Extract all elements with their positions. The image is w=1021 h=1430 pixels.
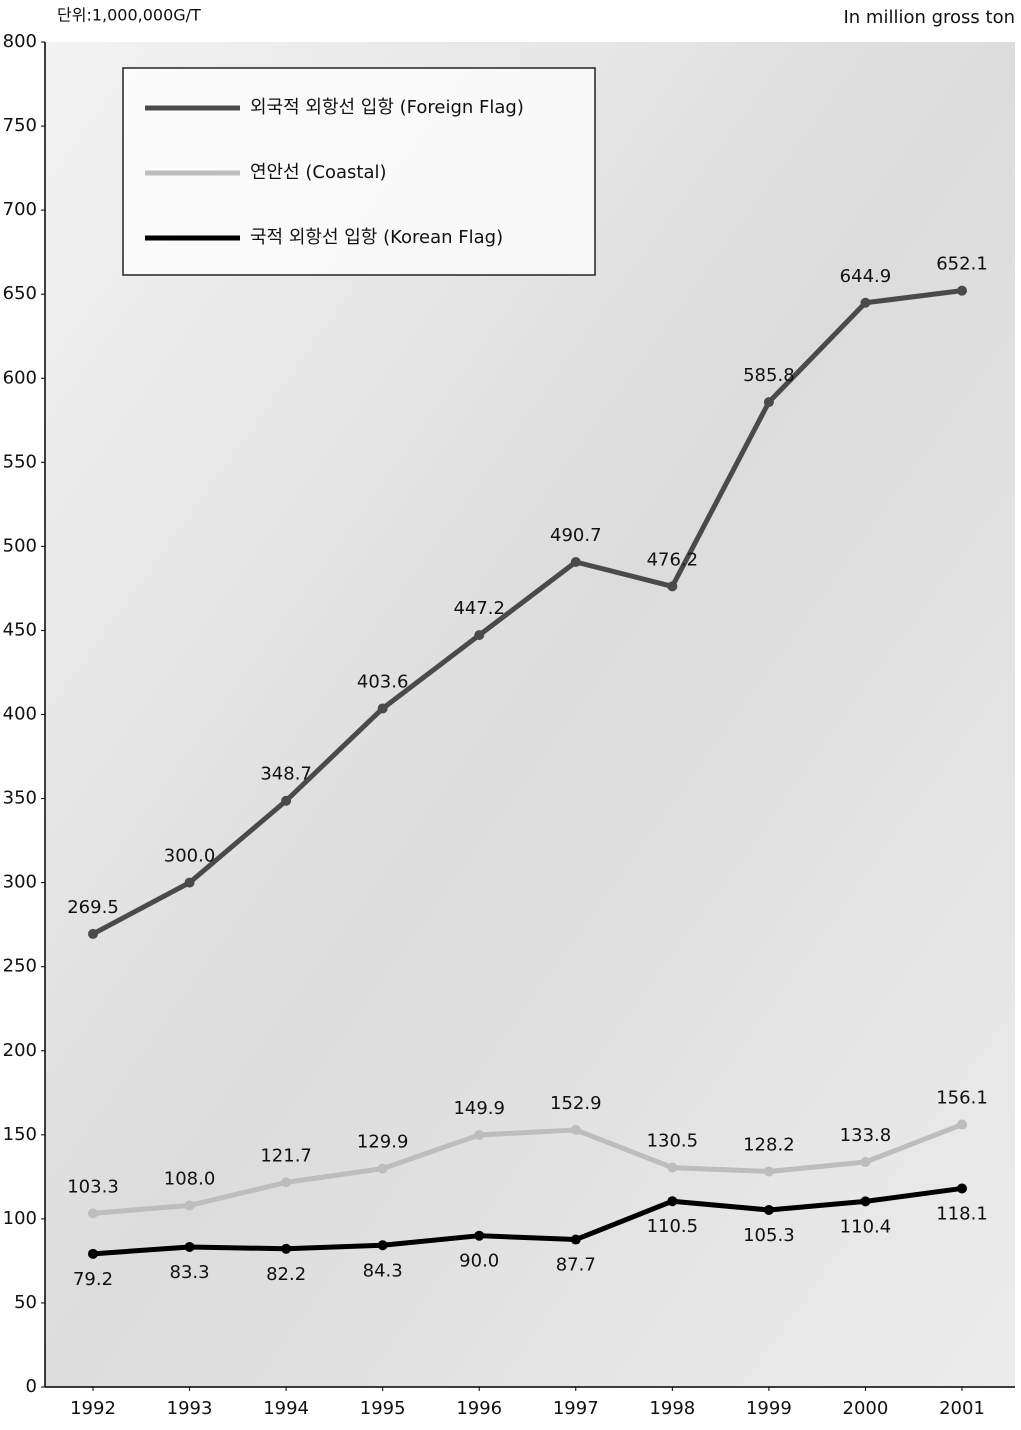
x-tick-label: 1993 [167,1398,213,1419]
value-label: 300.0 [164,846,216,867]
y-tick-label: 300 [3,872,37,893]
y-tick-label: 650 [3,283,37,304]
y-tick-label: 750 [3,115,37,136]
y-tick-label: 550 [3,451,37,472]
value-label: 652.1 [936,254,988,275]
x-tick-label: 2001 [939,1398,985,1419]
value-label: 149.9 [453,1098,505,1119]
value-label: 644.9 [840,266,892,287]
y-tick-label: 800 [3,31,37,52]
series-line [91,288,963,937]
value-label: 133.8 [840,1125,892,1146]
y-tick-label: 250 [3,956,37,977]
value-label: 121.7 [260,1145,312,1166]
point [570,557,581,568]
legend-label: 외국적 외항선 입항 (Foreign Flag) [250,97,524,118]
legend-label: 연안선 (Coastal) [250,162,387,183]
point [763,397,774,408]
point [184,877,195,888]
value-label: 129.9 [357,1132,409,1153]
y-tick-label: 50 [14,1292,37,1313]
point [474,1230,485,1241]
point [377,1240,388,1251]
unit-label: 단위:1,000,000G/T [57,6,201,25]
point [957,1119,967,1130]
value-label: 403.6 [357,671,409,692]
x-tick-label: 1998 [649,1398,695,1419]
point [860,1196,871,1207]
value-label: 83.3 [170,1262,210,1283]
point [184,1200,195,1211]
point [88,1248,98,1259]
series-line [92,1185,963,1257]
unit-label-en: In million gross ton [843,7,1015,28]
value-label: 130.5 [647,1131,699,1152]
point [860,1157,871,1168]
point [667,1162,678,1173]
point [377,1163,388,1174]
point [957,1183,967,1194]
y-tick-label: 0 [26,1376,37,1397]
y-tick-label: 500 [3,535,37,556]
x-tick-label: 1999 [746,1398,792,1419]
value-label: 348.7 [260,764,312,785]
point [88,928,98,939]
value-label: 105.3 [743,1225,795,1246]
value-label: 110.5 [647,1216,699,1237]
y-tick-label: 600 [3,367,37,388]
point [667,581,678,592]
point [377,703,388,714]
point [860,297,871,308]
point [763,1166,774,1177]
value-label: 490.7 [550,525,602,546]
point [957,285,967,296]
point [281,795,292,806]
y-tick-label: 350 [3,788,37,809]
point [474,630,485,641]
value-label: 90.0 [459,1251,499,1272]
value-label: 152.9 [550,1093,602,1114]
value-label: 118.1 [936,1203,988,1224]
y-tick-label: 200 [3,1040,37,1061]
point [88,1208,98,1219]
y-tick-label: 400 [3,704,37,725]
point [667,1196,678,1207]
value-label: 79.2 [73,1269,113,1290]
y-tick-label: 700 [3,199,37,220]
legend-label: 국적 외항선 입항 (Korean Flag) [250,227,503,248]
point [184,1241,195,1252]
series-line [92,1122,963,1216]
x-tick-label: 1992 [70,1398,116,1419]
y-tick-label: 100 [3,1208,37,1229]
point [763,1204,774,1215]
point [570,1124,581,1135]
value-label: 110.4 [840,1216,892,1237]
value-label: 269.5 [67,897,119,918]
value-label: 128.2 [743,1134,795,1155]
x-tick-label: 1997 [553,1398,599,1419]
x-tick-label: 2000 [843,1398,889,1419]
y-tick-label: 450 [3,619,37,640]
value-label: 82.2 [266,1264,306,1285]
point [281,1243,292,1254]
point [281,1177,292,1188]
value-label: 476.2 [647,549,699,570]
x-tick-label: 1996 [456,1398,502,1419]
x-tick-label: 1994 [263,1398,309,1419]
value-label: 84.3 [363,1260,403,1281]
value-label: 447.2 [453,598,505,619]
value-label: 108.0 [164,1168,216,1189]
y-tick-label: 150 [3,1124,37,1145]
value-label: 103.3 [67,1176,119,1197]
x-tick-label: 1995 [360,1398,406,1419]
point [570,1234,581,1245]
value-label: 156.1 [936,1088,988,1109]
value-label: 87.7 [556,1255,596,1276]
value-label: 585.8 [743,365,795,386]
point [474,1129,485,1140]
